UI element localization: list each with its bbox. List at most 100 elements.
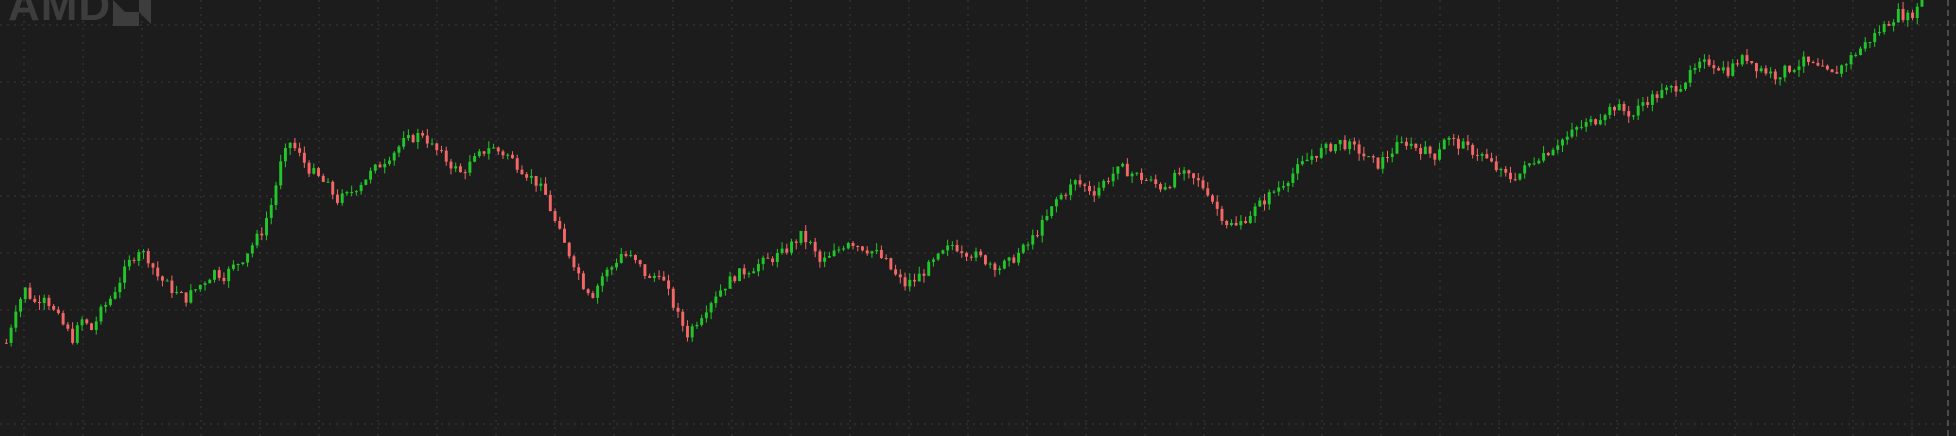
candle-body [463,172,467,174]
candle-down [1329,142,1333,153]
candle-up [842,245,846,252]
candle-up [165,278,169,282]
candle-down [572,254,576,271]
candle-up [1272,189,1276,194]
candle-up [690,323,694,342]
candle-up [1073,179,1077,191]
candle-up [908,273,912,292]
candle-down [170,275,174,298]
candle-up [142,249,145,260]
candle-up [823,251,827,268]
candle-up [175,285,179,295]
amd-logo-text: AMD [8,0,112,30]
candle-down [1196,172,1200,187]
candle-body [1182,170,1186,174]
candle-up [1021,243,1025,255]
candle-body [1509,172,1512,180]
candle-body [1461,141,1465,149]
candle-body [695,324,699,327]
candle-body [1736,63,1739,65]
candle-body [818,251,822,262]
candle-up [1050,206,1054,219]
candle-body [1575,127,1579,130]
candle-down [1887,20,1891,26]
candle-up [369,167,373,184]
candle-body [1513,179,1517,181]
candle-down [458,163,462,173]
candle-down [515,154,519,174]
candle-down [425,129,429,148]
candle-down [1825,64,1829,71]
candle-up [539,177,543,192]
candle-body [1272,191,1276,193]
candle-body [1069,184,1073,196]
candle-up [1026,241,1030,251]
candle-body [1390,153,1394,158]
candle-up [1381,151,1385,174]
candle-body [1121,163,1125,167]
candle-body [1144,180,1148,182]
candle-body [160,276,164,281]
candle-up [761,255,765,271]
candle-body [1050,206,1054,217]
candle-up [1002,259,1006,270]
candle-body [624,254,628,256]
candle-up [1721,61,1725,74]
candle-body [1773,71,1777,80]
candle-up [1859,46,1862,56]
candle-body [1589,119,1593,123]
candle-up [1792,68,1796,74]
candle-body [1802,56,1806,67]
candle-body [1797,66,1801,71]
candle-up [931,257,935,267]
candle-body [1192,173,1196,179]
candle-up [1017,248,1021,266]
candle-body [832,250,836,257]
candle-down [71,322,75,345]
candle-down [1244,216,1248,224]
candle-body [1915,6,1919,19]
candle-down [567,241,571,259]
candle-body [988,263,992,265]
candle-body [1617,104,1621,111]
candle-body [496,147,500,152]
candle-body [1277,187,1281,192]
candle-body [671,288,675,308]
candle-body [1754,63,1758,72]
candle-body [1229,222,1233,226]
candle-down [1083,183,1087,192]
candle-down [1036,229,1039,238]
candle-body [1825,65,1829,70]
candle-body [908,279,912,287]
candle-up [875,243,879,255]
candle-body [1206,188,1210,196]
candle-down [1187,169,1191,179]
candle-body [421,133,425,136]
candle-body [1740,55,1744,65]
candle-body [179,292,183,294]
candle-up [406,129,410,141]
candle-body [260,233,264,236]
candle-body [9,327,13,343]
candle-body [1613,106,1617,111]
amd-watermark: AMD [8,0,153,30]
candle-down [1707,54,1711,67]
candle-up [998,265,1002,275]
candle-up [1305,152,1309,162]
candle-body [1769,71,1773,74]
candle-body [1490,158,1494,162]
candle-body [1220,208,1224,221]
candle-body [80,319,84,326]
candle-body [354,191,358,193]
candle-body [738,268,741,282]
candle-body [317,168,321,176]
candle-down [671,286,675,311]
candle-body [1263,200,1266,205]
candle-up [1660,83,1664,99]
candle-down [1835,65,1839,74]
candle-body [823,257,827,262]
candle-down [1154,174,1158,188]
candle-down [1352,137,1356,151]
candle-up [1277,181,1281,196]
candle-body [1225,220,1229,226]
